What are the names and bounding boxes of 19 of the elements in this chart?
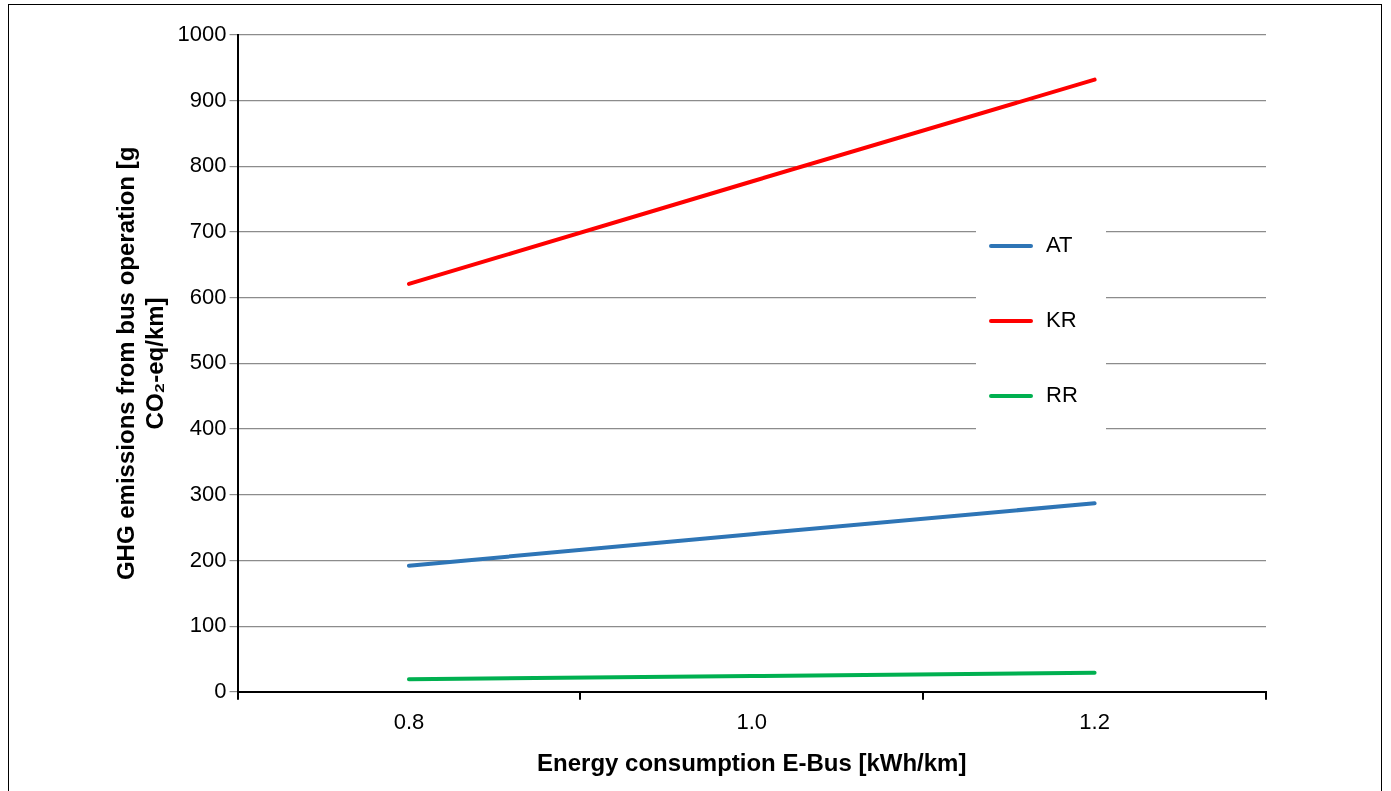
legend-label: KR xyxy=(1046,306,1077,332)
x-tick-label: 0.8 xyxy=(393,709,425,735)
y-tick-label: 0 xyxy=(214,677,227,703)
y-tick-label: 800 xyxy=(189,152,227,178)
y-axis-title: GHG emissions from bus operation [g CO₂-eq/km] xyxy=(112,146,168,581)
x-tick-label: 1.0 xyxy=(736,709,768,735)
y-tick-label: 200 xyxy=(189,546,227,572)
y-tick-label: 700 xyxy=(189,218,227,244)
y-tick-label: 900 xyxy=(189,86,227,112)
legend-label: AT xyxy=(1046,231,1073,257)
legend-label: RR xyxy=(1046,381,1078,407)
y-tick-label: 500 xyxy=(189,349,227,375)
x-tick-label: 1.2 xyxy=(1079,709,1110,735)
y-tick-label: 400 xyxy=(189,415,227,441)
y-tick-label: 300 xyxy=(189,480,227,506)
y-tick-label: 600 xyxy=(189,283,227,309)
x-axis-title: Energy consumption E-Bus [kWh/km] xyxy=(537,749,967,777)
y-tick-label: 1000 xyxy=(177,21,227,47)
y-tick-label: 100 xyxy=(189,612,227,638)
